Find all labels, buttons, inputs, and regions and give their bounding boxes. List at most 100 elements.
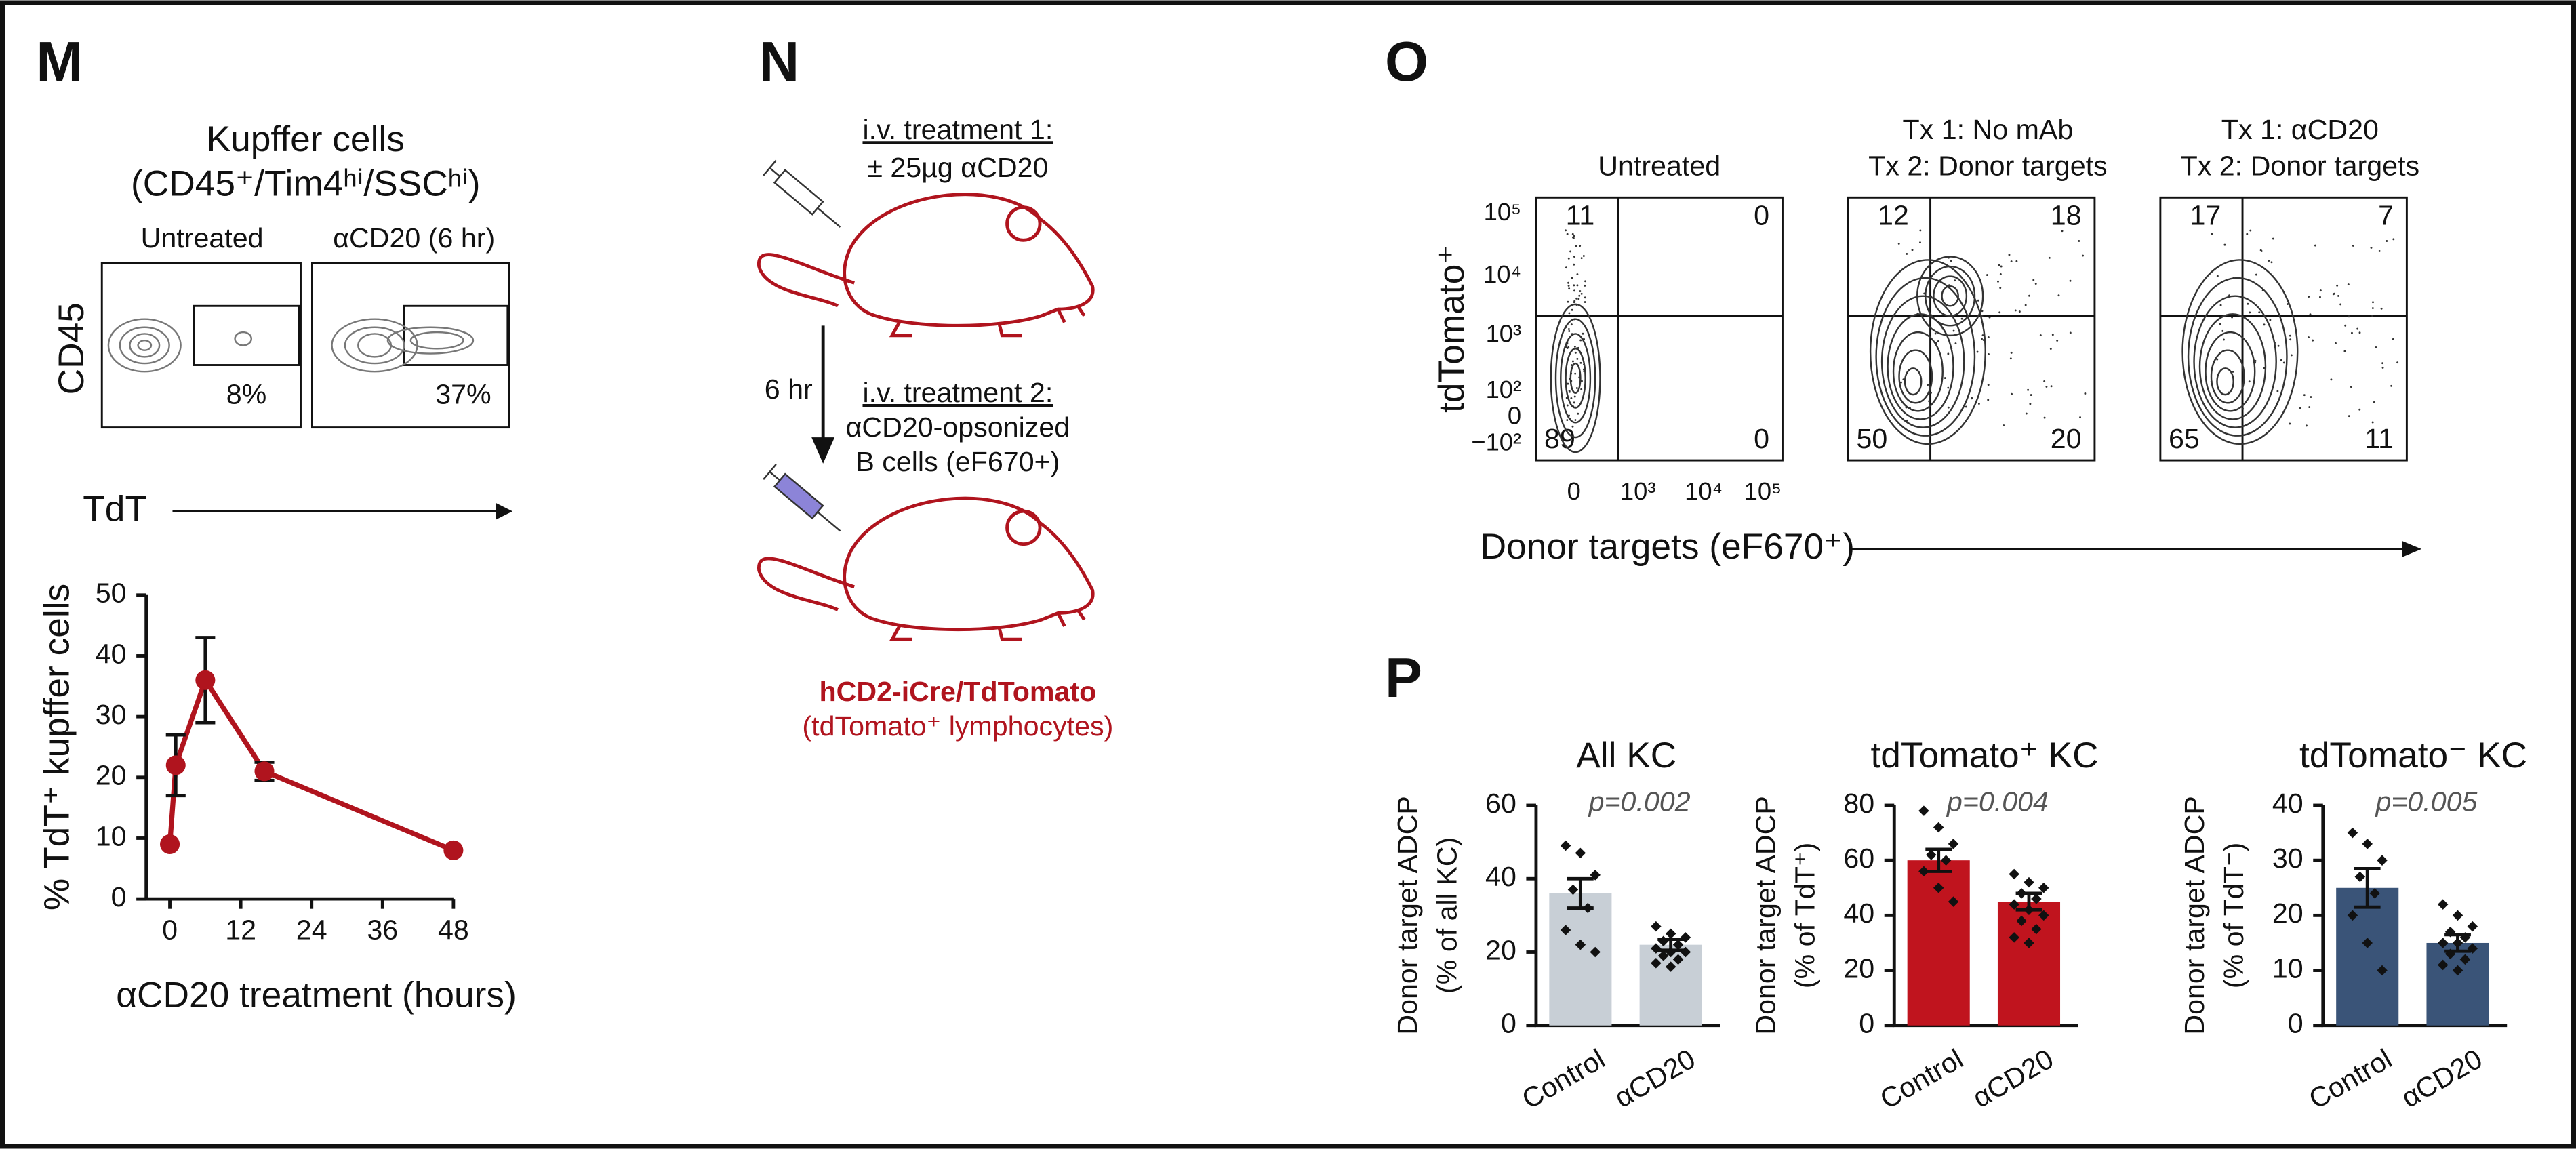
x-tick-label: 48 bbox=[438, 914, 469, 945]
event-dot bbox=[1947, 406, 1950, 409]
event-dot bbox=[2289, 338, 2292, 341]
event-dot bbox=[1998, 311, 2001, 314]
event-dot bbox=[2015, 260, 2018, 262]
event-dot bbox=[2018, 310, 2021, 313]
event-dot bbox=[1906, 252, 1908, 255]
syringe bbox=[763, 159, 841, 228]
event-dot bbox=[1928, 400, 1931, 403]
event-dot bbox=[2269, 319, 2272, 321]
event-dot bbox=[2011, 392, 2013, 395]
data-point bbox=[2452, 910, 2463, 921]
data-point bbox=[1665, 961, 1676, 972]
event-dot bbox=[1999, 273, 2002, 275]
event-dot bbox=[2347, 283, 2350, 286]
data-point bbox=[2009, 899, 2019, 910]
event-dot bbox=[1574, 372, 1577, 375]
x-tick-label: 0 bbox=[1567, 477, 1581, 505]
x-tick-label: 10⁵ bbox=[1744, 477, 1782, 505]
event-dot bbox=[1568, 330, 1571, 332]
event-dot bbox=[2009, 357, 2012, 360]
event-dot bbox=[2330, 378, 2333, 381]
data-point bbox=[2467, 943, 2478, 954]
event-dot bbox=[1573, 263, 1575, 266]
step-text: i.v. treatment 1: bbox=[862, 114, 1053, 145]
chart-title: All KC bbox=[1576, 735, 1676, 775]
annotation: p=0.002 bbox=[1588, 786, 1691, 817]
quadrant-value: 0 bbox=[1754, 423, 1769, 454]
data-point bbox=[2009, 932, 2019, 943]
event-dot bbox=[2079, 416, 2082, 418]
event-dot bbox=[1565, 326, 1567, 329]
y-tick-label: 30 bbox=[2272, 843, 2303, 874]
event-dot bbox=[2010, 260, 2013, 262]
y-tick-label: 10⁵ bbox=[1484, 198, 1522, 226]
event-dot bbox=[2306, 424, 2308, 427]
data-point bbox=[2362, 839, 2373, 849]
contour bbox=[1925, 265, 1976, 327]
event-dot bbox=[2277, 344, 2280, 347]
event-dot bbox=[1981, 338, 1983, 340]
event-dot bbox=[2358, 408, 2361, 411]
step-text: αCD20-opsonized bbox=[846, 411, 1070, 443]
data-point bbox=[2467, 921, 2478, 932]
event-dot bbox=[2043, 416, 2046, 419]
event-dot bbox=[1567, 382, 1569, 385]
quadrant-value: 50 bbox=[1857, 423, 1888, 454]
event-dot bbox=[2308, 296, 2310, 298]
data-point bbox=[1575, 847, 1586, 859]
data-point bbox=[2437, 959, 2449, 971]
event-dot bbox=[2370, 246, 2373, 249]
y-tick-label: 40 bbox=[2272, 788, 2303, 819]
event-dot bbox=[1986, 274, 1988, 277]
event-dot bbox=[1571, 333, 1573, 336]
event-dot bbox=[1925, 268, 1927, 271]
plot-title: Untreated bbox=[141, 222, 264, 254]
event-dot bbox=[2308, 406, 2311, 409]
data-point bbox=[1940, 855, 1952, 866]
event-dot bbox=[2255, 273, 2257, 276]
flow-plot bbox=[100, 262, 302, 429]
event-dot bbox=[2263, 367, 2266, 369]
data-point bbox=[1672, 954, 1684, 965]
y-tick-label: 10² bbox=[1486, 376, 1522, 403]
event-dot bbox=[2336, 284, 2339, 287]
data-point bbox=[1560, 925, 1571, 935]
event-dot bbox=[1573, 289, 1575, 292]
y-tick-label: 40 bbox=[1843, 898, 1874, 929]
event-dot bbox=[2371, 307, 2374, 309]
event-dot bbox=[1575, 387, 1578, 389]
event-dot bbox=[1579, 361, 1582, 364]
x-tick-label: 36 bbox=[367, 914, 398, 945]
contour bbox=[2205, 331, 2256, 412]
event-dot bbox=[1575, 406, 1577, 409]
event-dot bbox=[1571, 425, 1574, 428]
event-dot bbox=[1982, 339, 1985, 342]
event-dot bbox=[1573, 395, 1576, 398]
y-axis-label: (% of TdT⁻) bbox=[2218, 843, 2249, 989]
flow-plot bbox=[311, 262, 510, 429]
event-dot bbox=[2272, 237, 2274, 240]
y-tick-label: 10⁴ bbox=[1483, 260, 1521, 288]
event-dot bbox=[2219, 323, 2221, 325]
event-dot bbox=[1571, 360, 1574, 363]
event-dot bbox=[1572, 405, 1575, 408]
data-point bbox=[2016, 915, 2027, 927]
data-point bbox=[2024, 876, 2034, 888]
event-dot bbox=[2082, 254, 2085, 257]
data-point bbox=[1575, 939, 1586, 950]
event-dot bbox=[2049, 348, 2052, 350]
annotation: p=0.004 bbox=[1946, 786, 2049, 817]
event-dot bbox=[2371, 315, 2374, 317]
event-dot bbox=[2045, 385, 2048, 388]
event-dot bbox=[2254, 359, 2257, 362]
event-dot bbox=[1565, 266, 1567, 269]
event-dot bbox=[2014, 309, 2017, 312]
bar bbox=[1997, 902, 2061, 1026]
event-dot bbox=[1999, 287, 2002, 289]
event-dot bbox=[2358, 331, 2361, 334]
event-dot bbox=[2381, 366, 2384, 369]
flow-plot bbox=[1535, 196, 1784, 462]
y-tick-label: −10² bbox=[1471, 428, 1521, 456]
error-bar bbox=[2354, 866, 2381, 909]
